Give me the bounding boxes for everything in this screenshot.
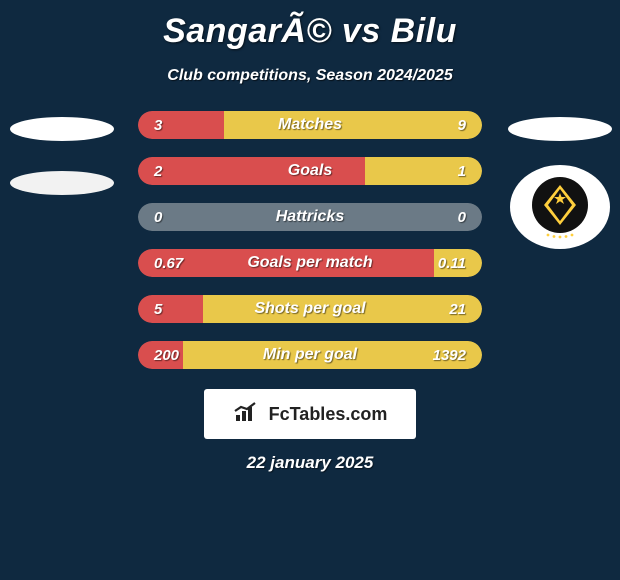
stat-row: 2Goals1 bbox=[138, 157, 482, 185]
stat-value-right: 0.11 bbox=[422, 255, 482, 272]
club-crest-badge bbox=[510, 165, 610, 249]
stat-label: Goals bbox=[198, 162, 422, 180]
stat-value-right: 1392 bbox=[422, 347, 482, 364]
chart-icon bbox=[233, 401, 261, 427]
stat-label: Goals per match bbox=[198, 254, 422, 272]
stat-value-right: 0 bbox=[422, 209, 482, 226]
stat-row: 0.67Goals per match0.11 bbox=[138, 249, 482, 277]
stat-label: Min per goal bbox=[198, 346, 422, 364]
brand-label: FcTables.com bbox=[269, 404, 388, 425]
subtitle: Club competitions, Season 2024/2025 bbox=[0, 67, 620, 85]
page-title: SangarÃ© vs Bilu bbox=[0, 0, 620, 51]
comparison-area: 3Matches9 2Goals1 0Hattricks0 0.67Goals per… bbox=[0, 111, 620, 369]
stat-value-left: 0 bbox=[138, 209, 198, 226]
stat-row: 200Min per goal1392 bbox=[138, 341, 482, 369]
stat-value-left: 200 bbox=[138, 347, 198, 364]
footer-date: 22 january 2025 bbox=[0, 453, 620, 473]
stat-value-right: 9 bbox=[422, 117, 482, 134]
stat-row: 5Shots per goal21 bbox=[138, 295, 482, 323]
stat-value-left: 3 bbox=[138, 117, 198, 134]
stat-value-left: 2 bbox=[138, 163, 198, 180]
stat-value-left: 5 bbox=[138, 301, 198, 318]
right-player-badges bbox=[508, 117, 612, 249]
left-player-badges bbox=[10, 117, 114, 195]
player-avatar-placeholder bbox=[508, 117, 612, 141]
stat-value-left: 0.67 bbox=[138, 255, 198, 272]
brand-logo[interactable]: FcTables.com bbox=[204, 389, 416, 439]
stat-label: Matches bbox=[198, 116, 422, 134]
club-crest-icon bbox=[528, 175, 592, 239]
stat-row: 0Hattricks0 bbox=[138, 203, 482, 231]
stat-label: Shots per goal bbox=[198, 300, 422, 318]
player-avatar-placeholder bbox=[10, 117, 114, 141]
stat-bars: 3Matches9 2Goals1 0Hattricks0 0.67Goals per… bbox=[138, 111, 482, 369]
stat-row: 3Matches9 bbox=[138, 111, 482, 139]
stat-value-right: 1 bbox=[422, 163, 482, 180]
club-badge-placeholder bbox=[10, 171, 114, 195]
stat-label: Hattricks bbox=[198, 208, 422, 226]
stat-value-right: 21 bbox=[422, 301, 482, 318]
